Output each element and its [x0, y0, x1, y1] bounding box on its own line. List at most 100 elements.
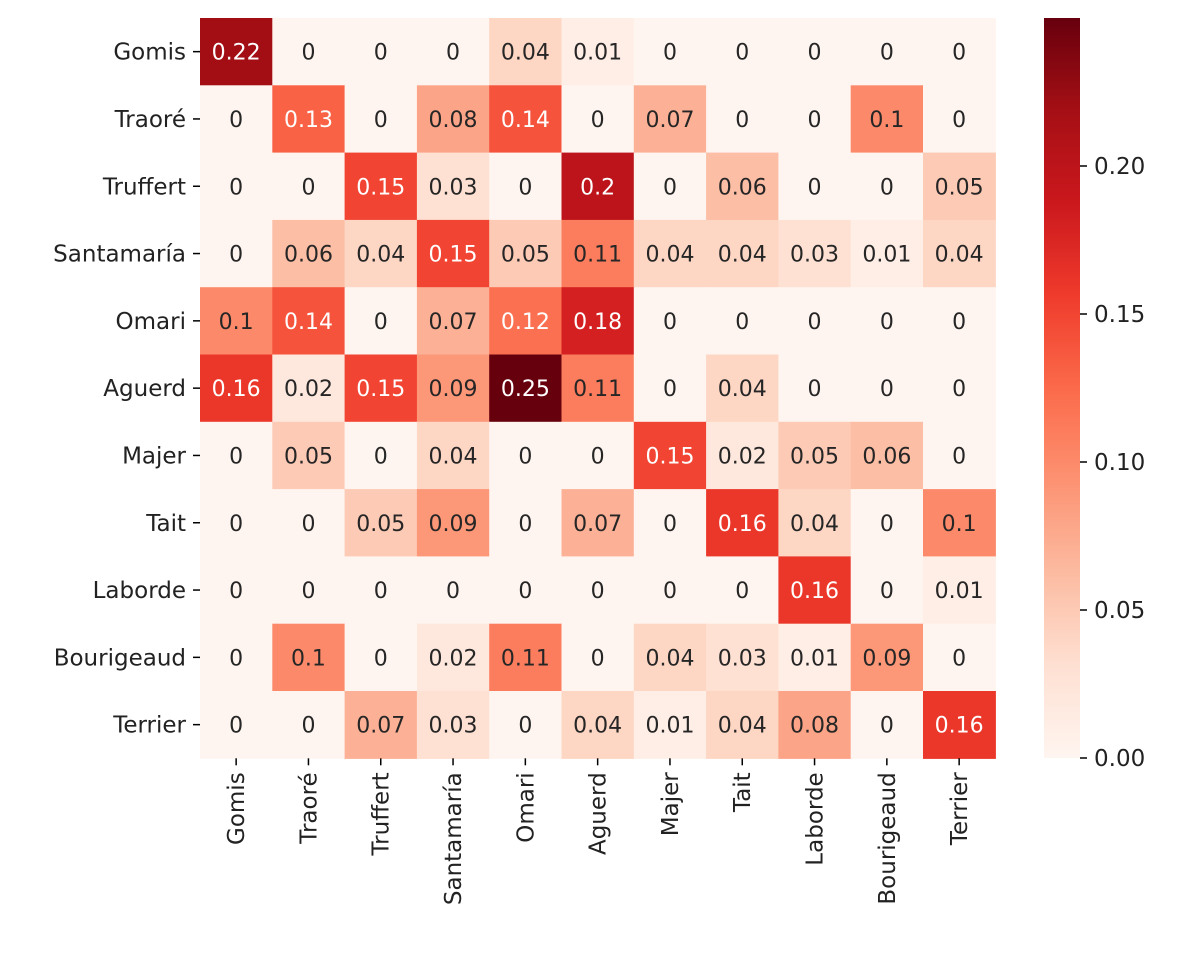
cell-value-label: 0.09 [862, 646, 911, 671]
heatmap-cell [850, 152, 924, 221]
cell-value-label: 0 [518, 714, 532, 739]
colorbar-tick-label: 0.15 [1094, 302, 1145, 328]
cell-value-label: 0 [880, 310, 894, 335]
heatmap-cell [706, 421, 779, 490]
colorbar-tick-label: 0.05 [1094, 598, 1145, 624]
heatmap-cell [923, 152, 996, 221]
cell-value-label: 0.04 [935, 243, 984, 268]
row-label: Terrier [112, 713, 186, 739]
heatmap-cell [706, 287, 779, 356]
cell-value-label: 0.14 [501, 108, 550, 133]
cell-value-label: 0.15 [429, 243, 478, 268]
heatmap-cell [200, 18, 273, 86]
cell-value-label: 0.09 [429, 377, 478, 402]
row-label: Gomis [113, 40, 186, 66]
heatmap-cell [489, 421, 563, 490]
cell-value-label: 0 [880, 377, 894, 402]
cell-value-label: 0.04 [645, 646, 694, 671]
cell-value-label: 0 [374, 41, 388, 66]
cell-value-label: 0 [663, 579, 677, 604]
heatmap-cell [706, 152, 779, 221]
heatmap-cell [633, 85, 707, 154]
cell-value-label: 0 [952, 41, 966, 66]
cell-value-label: 0 [808, 377, 822, 402]
heatmap-cell [200, 152, 273, 221]
cell-value-label: 0.05 [790, 444, 839, 469]
heatmap-cell [706, 691, 779, 759]
cell-value-label: 0.15 [356, 175, 405, 200]
heatmap-cell [272, 556, 346, 625]
heatmap-cell [272, 489, 346, 557]
cell-value-label: 0.06 [862, 444, 911, 469]
cell-value-label: 0.05 [501, 243, 550, 268]
heatmap-cell [344, 219, 418, 288]
cell-value-label: 0 [808, 41, 822, 66]
colorbar-tick-label: 0.20 [1094, 154, 1145, 180]
heatmap-cell [778, 623, 852, 692]
heatmap-cell [416, 489, 490, 557]
heatmap-cell [923, 421, 996, 490]
cell-value-label: 0.04 [790, 512, 839, 537]
heatmap-cell [489, 691, 563, 759]
cell-value-label: 0.08 [790, 714, 839, 739]
heatmap-cell [416, 421, 490, 490]
cell-value-label: 0.01 [790, 646, 839, 671]
cell-value-label: 0 [663, 377, 677, 402]
heatmap-cell [923, 85, 996, 154]
cell-value-label: 0 [518, 579, 532, 604]
heatmap-cell [923, 287, 996, 356]
row-labels: Gomis Traoré Truffert Santamaría Omari Aguerd… [53, 40, 200, 739]
heatmap-cell [561, 623, 635, 692]
heatmap-cell [778, 18, 852, 86]
cell-value-label: 0.04 [356, 243, 405, 268]
cell-value-label: 0.03 [718, 646, 767, 671]
cell-value-label: 0 [952, 444, 966, 469]
cell-value-label: 0.03 [790, 243, 839, 268]
cell-value-label: 0.12 [501, 310, 550, 335]
heatmap-cell [200, 489, 273, 557]
row-label: Traoré [114, 107, 186, 133]
cell-value-label: 0 [663, 41, 677, 66]
heatmap-cell [561, 691, 635, 759]
cell-value-label: 0.02 [718, 444, 767, 469]
cell-value-label: 0.01 [862, 243, 911, 268]
cell-value-label: 0.16 [212, 377, 261, 402]
heatmap-cell [489, 219, 563, 288]
heatmap-cell [561, 354, 635, 423]
cell-value-label: 0.04 [718, 377, 767, 402]
heatmap-cell [344, 489, 418, 557]
heatmap-cell [561, 219, 635, 288]
heatmap-cell [923, 556, 996, 625]
cell-value-label: 0.04 [718, 243, 767, 268]
cell-value-label: 0 [663, 310, 677, 335]
heatmap-cell [416, 691, 490, 759]
cell-value-label: 0.1 [219, 310, 254, 335]
cell-value-label: 0 [229, 444, 243, 469]
heatmap-cell [778, 489, 852, 557]
cell-value-label: 0.04 [573, 714, 622, 739]
cell-value-label: 0 [446, 579, 460, 604]
heatmap-cells [200, 18, 996, 759]
heatmap-cell [923, 354, 996, 423]
row-label: Santamaría [53, 242, 186, 268]
heatmap-cell [344, 85, 418, 154]
heatmap-cell [200, 287, 273, 356]
cell-value-label: 0.06 [284, 243, 333, 268]
heatmap-cell [344, 421, 418, 490]
heatmap-cell [923, 623, 996, 692]
heatmap-cell [489, 18, 563, 86]
heatmap-cell [200, 556, 273, 625]
heatmap-cell [489, 489, 563, 557]
cell-value-label: 0.04 [501, 41, 550, 66]
colorbar-gradient [1044, 18, 1080, 758]
heatmap-cell [633, 18, 707, 86]
row-label: Majer [122, 443, 186, 469]
cell-value-label: 0 [301, 579, 315, 604]
cell-value-label: 0.1 [869, 108, 904, 133]
cell-value-label: 0.01 [645, 714, 694, 739]
heatmap-cell [778, 85, 852, 154]
heatmap-cell [272, 691, 346, 759]
heatmap-cell [344, 287, 418, 356]
cell-value-label: 0.04 [645, 243, 694, 268]
cell-value-label: 0 [808, 175, 822, 200]
